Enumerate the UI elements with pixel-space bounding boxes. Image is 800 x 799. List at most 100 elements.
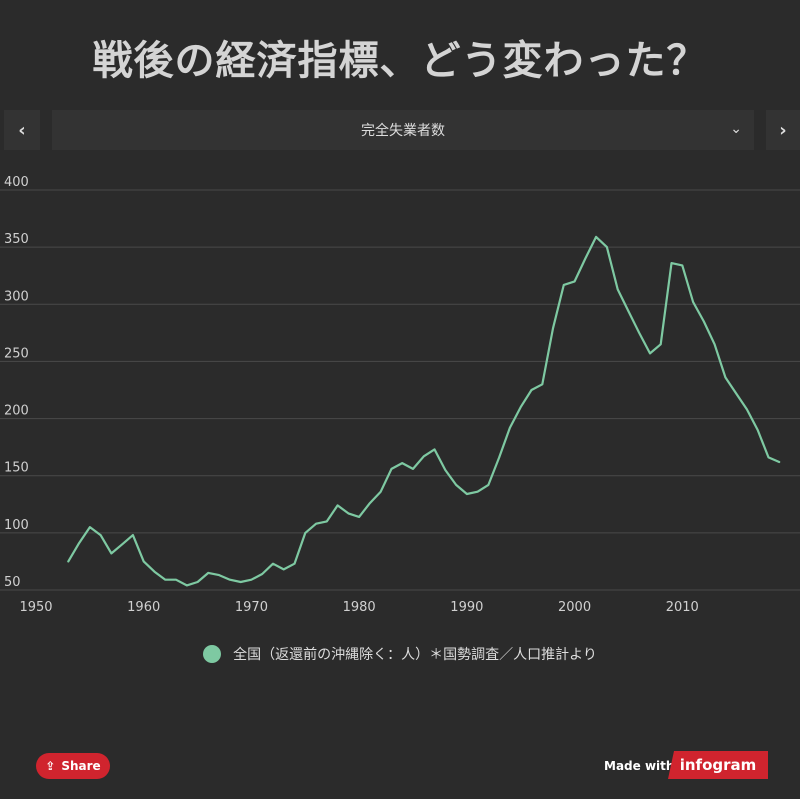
data-point: [259, 571, 265, 577]
y-tick-label: 350: [4, 232, 29, 247]
data-point: [485, 482, 491, 488]
legend-swatch-icon: [203, 645, 222, 663]
data-point: [496, 454, 502, 460]
data-point: [302, 530, 308, 536]
data-point: [205, 570, 211, 576]
data-point: [658, 341, 664, 347]
data-point: [701, 318, 707, 324]
chevron-right-icon: ›: [779, 119, 787, 141]
data-point: [162, 577, 168, 583]
data-point: [669, 260, 675, 266]
data-point: [690, 299, 696, 305]
data-point: [335, 502, 341, 508]
chevron-down-icon: ⌄: [730, 121, 742, 137]
data-point: [539, 381, 545, 387]
data-point: [776, 459, 782, 465]
x-tick-label: 1970: [235, 600, 268, 615]
data-point: [313, 521, 319, 527]
data-point: [281, 566, 287, 572]
data-point: [141, 558, 147, 564]
data-point: [248, 577, 254, 583]
data-point: [324, 518, 330, 524]
data-point: [98, 532, 104, 538]
y-tick-label: 100: [4, 518, 29, 533]
x-tick-label: 2000: [558, 600, 591, 615]
y-tick-label: 200: [4, 404, 29, 419]
data-point: [270, 561, 276, 567]
data-point: [625, 308, 631, 314]
x-tick-label: 1980: [343, 600, 376, 615]
data-point: [76, 540, 82, 546]
chart-selector-dropdown[interactable]: 完全失業者数 ⌄: [52, 110, 754, 150]
data-point: [744, 406, 750, 412]
data-point: [636, 330, 642, 336]
share-icon: ⇪: [45, 759, 56, 773]
y-tick-label: 250: [4, 346, 29, 361]
data-point: [593, 234, 599, 240]
data-point: [195, 579, 201, 585]
data-point: [345, 510, 351, 516]
data-point: [399, 460, 405, 466]
selected-chart-label: 完全失業者数: [361, 123, 445, 139]
data-point: [475, 489, 481, 495]
infogram-logo[interactable]: infogram: [668, 751, 768, 779]
y-tick-label: 50: [4, 575, 21, 590]
data-point: [130, 532, 136, 538]
data-point: [604, 244, 610, 250]
data-point: [119, 541, 125, 547]
data-point: [410, 466, 416, 472]
series-line: [67, 235, 781, 587]
data-point: [238, 579, 244, 585]
x-tick-label: 1960: [127, 600, 160, 615]
data-point: [679, 262, 685, 268]
data-point: [647, 350, 653, 356]
data-point: [227, 577, 233, 583]
x-tick-label: 2010: [666, 600, 699, 615]
data-point: [216, 572, 222, 578]
data-point: [388, 466, 394, 472]
previous-chart-button[interactable]: ‹: [4, 110, 40, 150]
data-point: [356, 514, 362, 520]
line-chart: 50 100 150 200 250 300 350 400 1950 1960 1970 1980 1…: [0, 175, 800, 615]
data-point: [572, 278, 578, 284]
share-button[interactable]: ⇪ Share: [36, 753, 110, 779]
data-point: [712, 341, 718, 347]
data-point: [367, 500, 373, 506]
y-tick-label: 300: [4, 289, 29, 304]
y-tick-label: 150: [4, 461, 29, 476]
data-point: [442, 467, 448, 473]
data-point: [765, 454, 771, 460]
page-title: 戦後の経済指標、どう変わった？: [92, 38, 708, 84]
data-point: [507, 425, 513, 431]
data-point: [733, 390, 739, 396]
data-point: [582, 256, 588, 262]
legend-label: 全国（返還前の沖縄除く：人）＊国勢調査／人口推計より: [233, 647, 597, 663]
data-point: [528, 387, 534, 393]
next-chart-button[interactable]: ›: [766, 110, 800, 150]
data-point: [561, 282, 567, 288]
data-point: [755, 427, 761, 433]
data-point: [421, 453, 427, 459]
chart-legend[interactable]: 全国（返還前の沖縄除く：人）＊国勢調査／人口推計より: [0, 644, 800, 664]
share-label: Share: [61, 759, 101, 773]
made-with-text: Made with: [604, 759, 675, 773]
data-point: [615, 286, 621, 292]
data-point: [151, 569, 157, 575]
data-point: [292, 561, 298, 567]
x-tick-label: 1990: [450, 600, 483, 615]
data-point: [722, 374, 728, 380]
data-point: [65, 558, 71, 564]
data-point: [518, 404, 524, 410]
data-point: [173, 577, 179, 583]
data-point: [432, 446, 438, 452]
data-point: [464, 491, 470, 497]
data-point: [378, 489, 384, 495]
data-point: [108, 550, 114, 556]
data-point: [184, 582, 190, 588]
x-tick-label: 1950: [19, 600, 52, 615]
data-point: [453, 482, 459, 488]
data-point: [550, 325, 556, 331]
data-point: [87, 524, 93, 530]
chevron-left-icon: ‹: [18, 119, 26, 141]
y-tick-label: 400: [4, 175, 29, 190]
